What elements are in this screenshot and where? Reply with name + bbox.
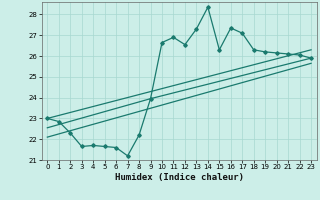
X-axis label: Humidex (Indice chaleur): Humidex (Indice chaleur) (115, 173, 244, 182)
